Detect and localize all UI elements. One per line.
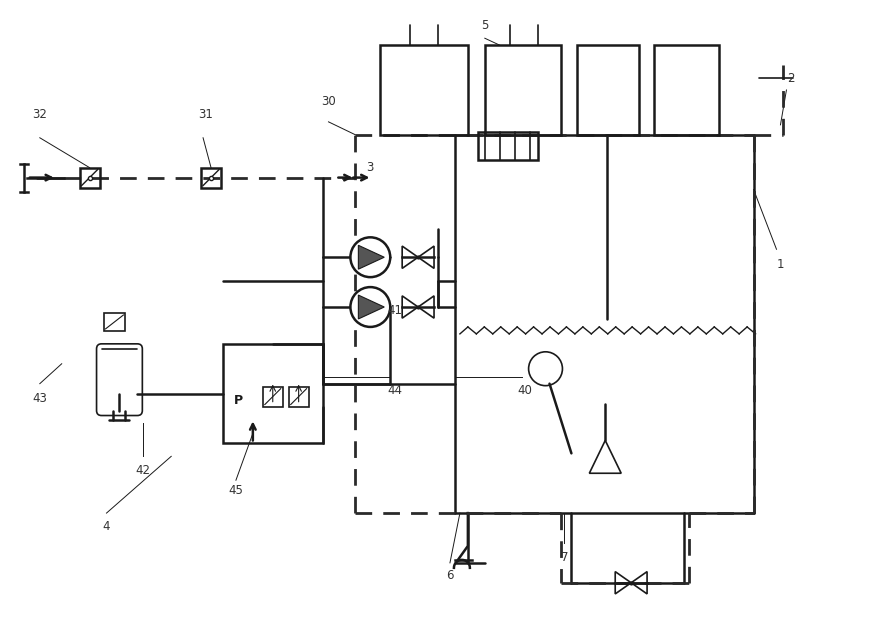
- Text: 1: 1: [777, 258, 784, 271]
- Text: 7: 7: [561, 552, 568, 565]
- Text: 45: 45: [228, 483, 243, 496]
- Bar: [263, 387, 283, 407]
- Text: 43: 43: [33, 392, 48, 405]
- Bar: [79, 168, 100, 188]
- Bar: [201, 168, 221, 188]
- Polygon shape: [358, 295, 385, 319]
- Text: 3: 3: [367, 161, 374, 174]
- Bar: [485, 45, 562, 135]
- Text: 41: 41: [388, 305, 403, 318]
- Text: 44: 44: [388, 384, 403, 397]
- Text: 42: 42: [136, 464, 151, 477]
- Polygon shape: [358, 245, 385, 269]
- Text: 31: 31: [198, 108, 213, 121]
- Bar: [380, 45, 467, 135]
- Text: 32: 32: [33, 108, 48, 121]
- Text: 4: 4: [103, 519, 110, 532]
- Bar: [223, 344, 323, 443]
- Bar: [288, 387, 309, 407]
- Bar: [103, 313, 125, 331]
- Bar: [578, 45, 639, 135]
- Text: 40: 40: [517, 384, 532, 397]
- Circle shape: [350, 287, 390, 327]
- Text: P: P: [235, 394, 243, 407]
- Text: 30: 30: [321, 95, 336, 108]
- Bar: [654, 45, 719, 135]
- Text: 6: 6: [446, 569, 453, 582]
- Bar: [478, 132, 537, 160]
- Circle shape: [350, 237, 390, 277]
- Text: 2: 2: [787, 72, 794, 85]
- Text: 5: 5: [481, 19, 489, 32]
